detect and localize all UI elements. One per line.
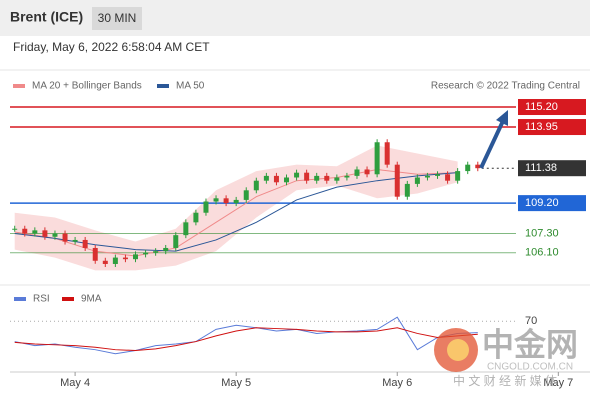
watermark-logo — [447, 339, 469, 361]
candle — [284, 177, 290, 183]
candle — [122, 257, 128, 260]
projection-arrow — [479, 120, 505, 169]
candle — [314, 175, 320, 181]
level-box — [518, 99, 586, 116]
x-tick-label: May 7 — [543, 377, 573, 389]
candle — [82, 239, 88, 248]
candle — [193, 212, 199, 223]
candle — [233, 199, 239, 204]
level-label: 106.10 — [525, 247, 559, 259]
candle — [455, 171, 461, 181]
candle — [465, 164, 471, 172]
ma20-line — [14, 168, 458, 257]
candle — [32, 230, 38, 234]
header-bar — [0, 0, 590, 36]
candle — [173, 235, 179, 248]
candle — [475, 164, 481, 169]
candle — [424, 175, 430, 178]
timestamp: Friday, May 6, 2022 6:58:04 AM CET — [13, 40, 210, 54]
candle — [253, 180, 259, 191]
candle — [273, 175, 279, 183]
legend-swatch — [62, 297, 74, 301]
x-tick-label: May 4 — [60, 377, 90, 389]
candle — [374, 142, 380, 175]
watermark-slogan: 中 文 财 经 新 媒 体 — [453, 373, 557, 388]
candle — [354, 169, 360, 176]
watermark-name: 中金网 — [482, 326, 578, 362]
interval-badge — [92, 7, 142, 30]
level-label: 113.95 — [525, 121, 558, 133]
level-label: 109.20 — [525, 197, 559, 209]
source: Research © 2022 Trading Central — [431, 81, 580, 92]
candle — [203, 201, 209, 213]
legend-label: RSI — [33, 294, 50, 305]
legend-swatch — [157, 84, 169, 88]
candle — [344, 175, 350, 178]
candle — [52, 233, 58, 237]
candle — [324, 175, 330, 181]
candle — [102, 260, 108, 264]
candle — [384, 142, 390, 165]
rsi-line — [14, 316, 478, 355]
candle — [72, 239, 78, 242]
candle — [294, 172, 300, 178]
y-tick-label: 70 — [525, 315, 537, 327]
candle — [143, 252, 149, 255]
candle — [183, 222, 189, 236]
candle — [153, 251, 159, 253]
legend-label: 9MA — [81, 294, 102, 305]
level-label: 111.38 — [525, 162, 557, 174]
watermark: 中金网 CNGOLD.COM.CN 中 文 财 经 新 媒 体 — [434, 326, 578, 388]
plot: MA 20 + Bollinger Bands MA 50 RSI 9MA 115.20… — [10, 81, 586, 389]
candle — [42, 230, 48, 237]
candle — [414, 177, 420, 184]
legend-swatch — [14, 297, 26, 301]
candle — [22, 228, 28, 234]
level-box — [518, 119, 586, 136]
level-box — [518, 160, 586, 177]
watermark-domain: CNGOLD.COM.CN — [487, 362, 573, 373]
candle — [304, 172, 310, 181]
candle — [223, 198, 229, 204]
candle — [12, 228, 18, 230]
legend-swatch — [13, 84, 25, 88]
level-label: 107.30 — [525, 227, 559, 239]
rsi-ma-line — [14, 327, 478, 352]
candle — [334, 177, 340, 181]
candle — [364, 169, 370, 175]
x-tick-label: May 6 — [382, 377, 412, 389]
candle — [133, 254, 139, 260]
level-label: 115.20 — [525, 101, 558, 113]
candle — [163, 247, 169, 252]
bollinger-band — [14, 145, 458, 271]
candle — [243, 190, 249, 200]
interval-label: 30 MIN — [98, 11, 137, 25]
candle — [404, 183, 410, 197]
candle — [445, 174, 451, 181]
candle — [112, 257, 118, 264]
candle — [213, 198, 219, 202]
candle — [92, 247, 98, 261]
level-box — [518, 195, 586, 212]
candle — [263, 175, 269, 181]
instrument-title: Brent (ICE) — [10, 9, 83, 25]
ma50-line — [14, 172, 458, 252]
legend-label: MA 50 — [176, 81, 205, 92]
candle — [394, 164, 400, 197]
candle — [435, 174, 441, 176]
x-tick-label: May 5 — [221, 377, 251, 389]
projection-arrow-head — [496, 110, 508, 126]
candle — [62, 233, 68, 242]
legend-label: MA 20 + Bollinger Bands — [32, 81, 142, 92]
